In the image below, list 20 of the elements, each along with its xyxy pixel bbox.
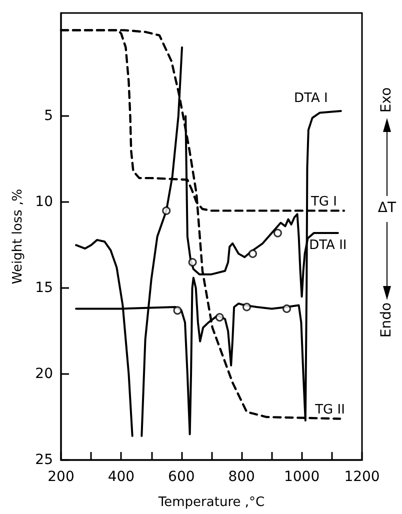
series-label: DTA I: [294, 90, 328, 106]
series-label: TG I: [310, 194, 337, 210]
x-tick-label: 1000: [284, 469, 320, 485]
y-tick-label: 15: [35, 280, 53, 296]
text: Exo: [378, 87, 395, 113]
x-axis-title: Temperature ,°C: [157, 495, 265, 510]
x-tick-label: 600: [168, 469, 195, 485]
y-tick-label: 5: [44, 108, 53, 124]
y-tick-label: 20: [35, 366, 53, 382]
x-tick-label: 800: [228, 469, 255, 485]
x-tick-label: 400: [108, 469, 135, 485]
series-label: DTA II: [309, 238, 347, 254]
text: Endo: [379, 302, 396, 338]
y-tick-label: 10: [35, 194, 53, 210]
x-tick-label: 1200: [344, 469, 380, 485]
series-label: TG II: [314, 402, 345, 418]
text: ΔT: [376, 200, 398, 216]
y-tick-label: 25: [35, 452, 53, 468]
y-axis-title: Weight loss ,%: [10, 188, 26, 284]
x-tick-label: 200: [48, 469, 74, 485]
